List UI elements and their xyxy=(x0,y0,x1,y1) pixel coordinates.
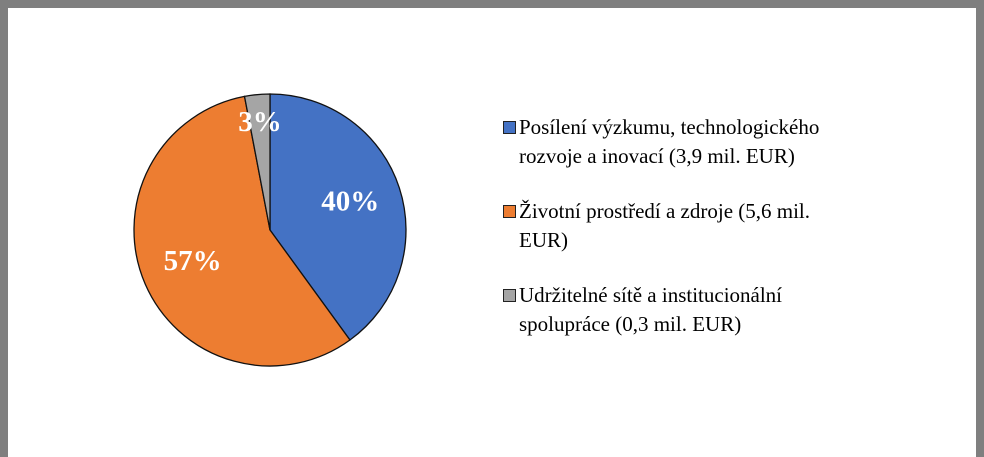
legend-swatch xyxy=(503,121,516,134)
legend-item: Posílení výzkumu, technologického rozvoj… xyxy=(503,113,848,171)
legend-label: Udržitelné sítě a institucionální spolup… xyxy=(519,283,783,336)
pie: 40% 57% 3% xyxy=(133,93,407,367)
legend-item: Životní prostředí a zdroje (5,6 mil. EUR… xyxy=(503,197,848,255)
pie-slice xyxy=(133,95,351,367)
legend: Posílení výzkumu, technologického rozvoj… xyxy=(503,113,848,365)
data-label: 40% xyxy=(321,186,379,218)
data-label: 3% xyxy=(238,106,282,138)
pie-slice xyxy=(269,93,407,341)
legend-swatch xyxy=(503,205,516,218)
legend-label: Posílení výzkumu, technologického rozvoj… xyxy=(519,115,820,168)
data-label: 57% xyxy=(164,245,222,277)
legend-label: Životní prostředí a zdroje (5,6 mil. EUR… xyxy=(519,199,811,252)
legend-item: Udržitelné sítě a institucionální spolup… xyxy=(503,281,848,339)
pie-slice xyxy=(243,93,271,231)
legend-swatch xyxy=(503,289,516,302)
